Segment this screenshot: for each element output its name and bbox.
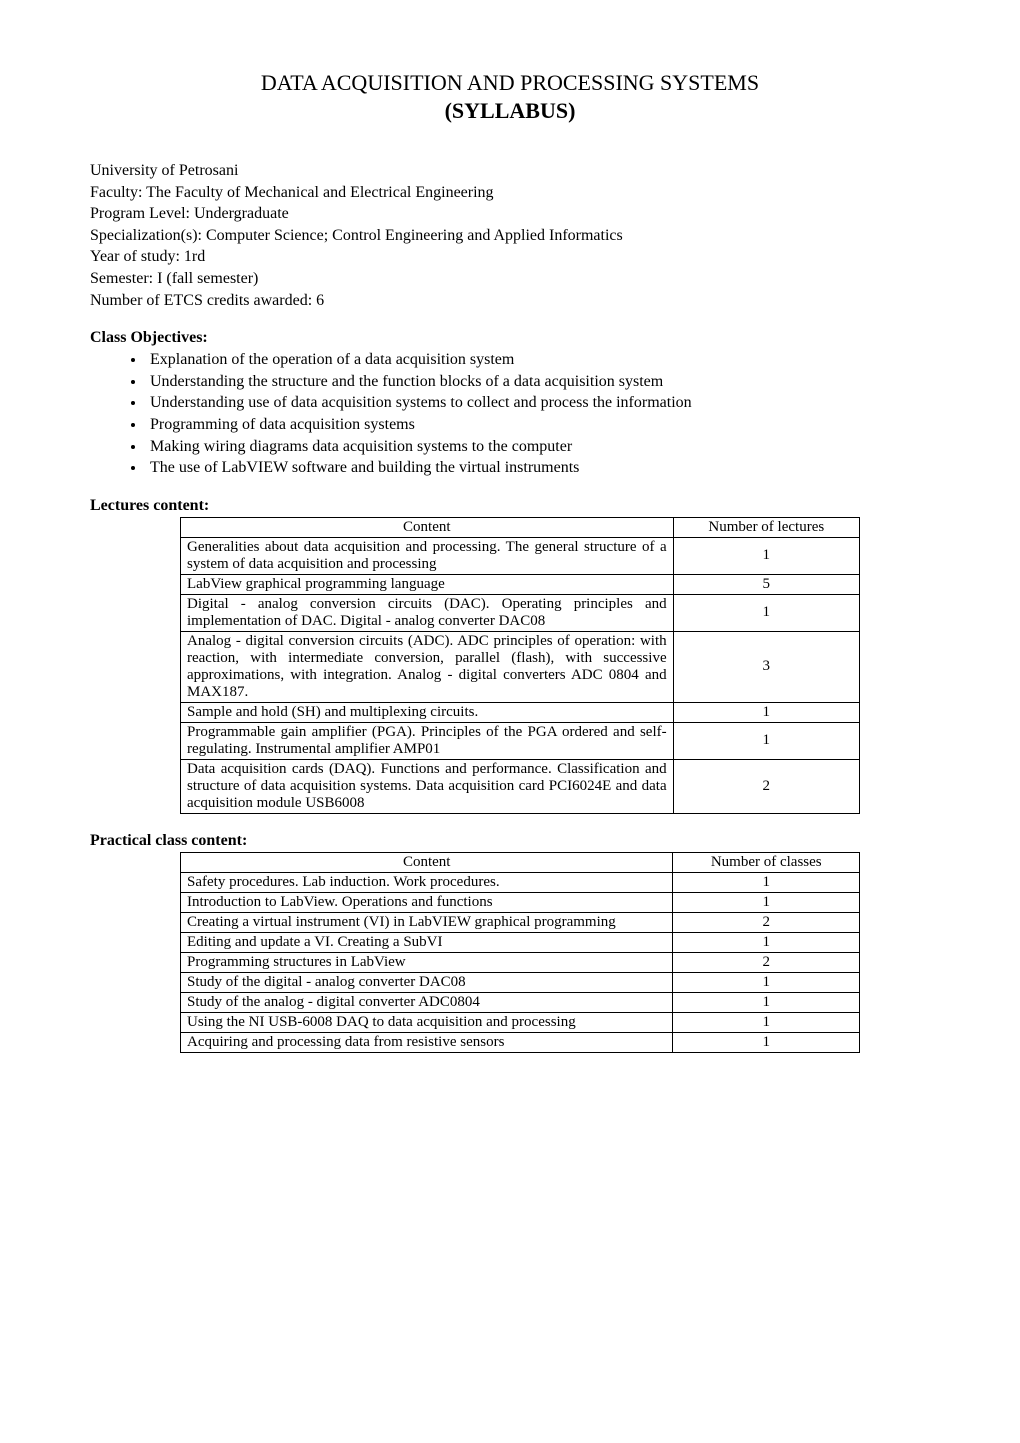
lectures-cell-num: 3 xyxy=(673,631,859,702)
meta-program-level: Program Level: Undergraduate xyxy=(90,203,930,225)
practical-cell-num: 2 xyxy=(673,952,860,972)
table-row: Programmable gain amplifier (PGA). Princ… xyxy=(181,722,860,759)
table-row: Analog - digital conversion circuits (AD… xyxy=(181,631,860,702)
practical-cell-content: Study of the digital - analog converter … xyxy=(181,972,673,992)
table-row: Study of the analog - digital converter … xyxy=(181,992,860,1012)
table-row: LabView graphical programming language 5 xyxy=(181,574,860,594)
objectives-heading: Class Objectives: xyxy=(90,329,930,347)
practical-cell-content: Safety procedures. Lab induction. Work p… xyxy=(181,872,673,892)
table-row: Data acquisition cards (DAQ). Functions … xyxy=(181,759,860,813)
practical-cell-num: 1 xyxy=(673,1032,860,1052)
objective-item: Making wiring diagrams data acquisition … xyxy=(146,436,930,458)
table-header-row: Content Number of classes xyxy=(181,852,860,872)
practical-heading: Practical class content: xyxy=(90,832,930,850)
practical-cell-num: 2 xyxy=(673,912,860,932)
lectures-cell-content: LabView graphical programming language xyxy=(181,574,674,594)
lectures-cell-content: Digital - analog conversion circuits (DA… xyxy=(181,594,674,631)
lectures-cell-content: Programmable gain amplifier (PGA). Princ… xyxy=(181,722,674,759)
objectives-list: Explanation of the operation of a data a… xyxy=(90,349,930,479)
practical-cell-num: 1 xyxy=(673,972,860,992)
table-row: Digital - analog conversion circuits (DA… xyxy=(181,594,860,631)
table-row: Using the NI USB-6008 DAQ to data acquis… xyxy=(181,1012,860,1032)
lectures-cell-content: Analog - digital conversion circuits (AD… xyxy=(181,631,674,702)
lectures-cell-num: 2 xyxy=(673,759,859,813)
meta-credits: Number of ETCS credits awarded: 6 xyxy=(90,290,930,312)
lectures-cell-num: 1 xyxy=(673,594,859,631)
table-row: Programming structures in LabView 2 xyxy=(181,952,860,972)
lectures-cell-num: 5 xyxy=(673,574,859,594)
table-row: Introduction to LabView. Operations and … xyxy=(181,892,860,912)
objective-item: Explanation of the operation of a data a… xyxy=(146,349,930,371)
meta-year: Year of study: 1rd xyxy=(90,246,930,268)
objective-item: Programming of data acquisition systems xyxy=(146,414,930,436)
objective-item: Understanding use of data acquisition sy… xyxy=(146,392,930,414)
meta-specialization: Specialization(s): Computer Science; Con… xyxy=(90,225,930,247)
lectures-cell-num: 1 xyxy=(673,702,859,722)
table-row: Safety procedures. Lab induction. Work p… xyxy=(181,872,860,892)
objective-item: Understanding the structure and the func… xyxy=(146,371,930,393)
practical-cell-content: Creating a virtual instrument (VI) in La… xyxy=(181,912,673,932)
practical-cell-num: 1 xyxy=(673,932,860,952)
practical-cell-num: 1 xyxy=(673,872,860,892)
meta-faculty: Faculty: The Faculty of Mechanical and E… xyxy=(90,182,930,204)
table-row: Acquiring and processing data from resis… xyxy=(181,1032,860,1052)
lectures-cell-num: 1 xyxy=(673,537,859,574)
table-row: Sample and hold (SH) and multiplexing ci… xyxy=(181,702,860,722)
document-subtitle: (SYLLABUS) xyxy=(90,98,930,124)
table-row: Generalities about data acquisition and … xyxy=(181,537,860,574)
practical-cell-content: Acquiring and processing data from resis… xyxy=(181,1032,673,1052)
meta-block: University of Petrosani Faculty: The Fac… xyxy=(90,160,930,311)
lectures-col-content: Content xyxy=(181,517,674,537)
practical-cell-num: 1 xyxy=(673,892,860,912)
table-header-row: Content Number of lectures xyxy=(181,517,860,537)
practical-col-num: Number of classes xyxy=(673,852,860,872)
table-row: Creating a virtual instrument (VI) in La… xyxy=(181,912,860,932)
lectures-cell-content: Sample and hold (SH) and multiplexing ci… xyxy=(181,702,674,722)
practical-cell-content: Study of the analog - digital converter … xyxy=(181,992,673,1012)
lectures-col-num: Number of lectures xyxy=(673,517,859,537)
practical-cell-content: Introduction to LabView. Operations and … xyxy=(181,892,673,912)
lectures-cell-num: 1 xyxy=(673,722,859,759)
lectures-table: Content Number of lectures Generalities … xyxy=(180,517,860,814)
practical-col-content: Content xyxy=(181,852,673,872)
practical-cell-content: Programming structures in LabView xyxy=(181,952,673,972)
practical-cell-content: Editing and update a VI. Creating a SubV… xyxy=(181,932,673,952)
practical-cell-num: 1 xyxy=(673,992,860,1012)
practical-table: Content Number of classes Safety procedu… xyxy=(180,852,860,1053)
lectures-cell-content: Data acquisition cards (DAQ). Functions … xyxy=(181,759,674,813)
lectures-heading: Lectures content: xyxy=(90,497,930,515)
table-row: Editing and update a VI. Creating a SubV… xyxy=(181,932,860,952)
meta-semester: Semester: I (fall semester) xyxy=(90,268,930,290)
practical-cell-num: 1 xyxy=(673,1012,860,1032)
meta-university: University of Petrosani xyxy=(90,160,930,182)
practical-cell-content: Using the NI USB-6008 DAQ to data acquis… xyxy=(181,1012,673,1032)
document-title: DATA ACQUISITION AND PROCESSING SYSTEMS xyxy=(90,70,930,96)
objective-item: The use of LabVIEW software and building… xyxy=(146,457,930,479)
table-row: Study of the digital - analog converter … xyxy=(181,972,860,992)
lectures-cell-content: Generalities about data acquisition and … xyxy=(181,537,674,574)
